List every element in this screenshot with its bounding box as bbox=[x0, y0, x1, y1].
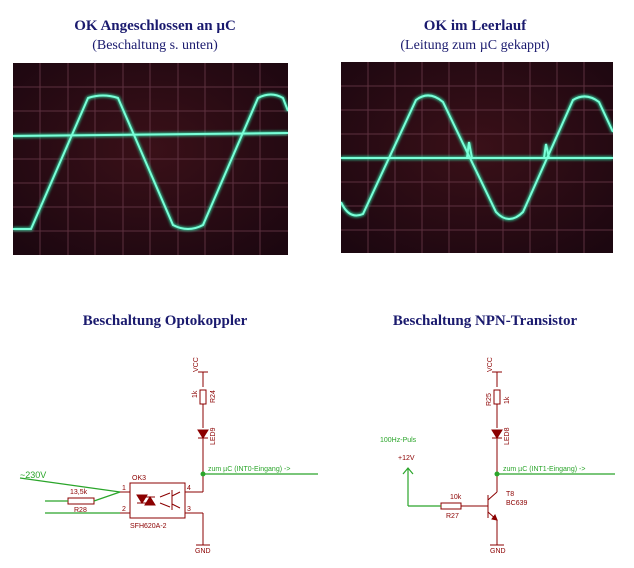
oscilloscope-left bbox=[13, 63, 288, 255]
scope-left-subtitle: (Beschaltung s. unten) bbox=[92, 38, 218, 53]
gnd-label-left: GND bbox=[195, 548, 211, 555]
scope-right-subtitle: (Leitung zum µC gekappt) bbox=[400, 38, 550, 53]
transistor-output-label: zum µC (INT1-Eingang) -> bbox=[503, 466, 585, 473]
r24-name: R24 bbox=[210, 390, 217, 403]
input-voltage-label: ~230V bbox=[20, 470, 46, 480]
scope-right-title: OK im Leerlauf bbox=[423, 18, 527, 34]
r28-value: 13,5k bbox=[70, 489, 88, 496]
pin4-label: 4 bbox=[187, 485, 191, 492]
optocoupler-output-label: zum µC (INT0-Eingang) -> bbox=[208, 466, 290, 473]
r25-value: 1k bbox=[504, 396, 511, 404]
optocoupler-circuit-title: Beschaltung Optokoppler bbox=[82, 313, 248, 329]
vcc-label-left: VCC bbox=[193, 357, 200, 372]
ok3-label: OK3 bbox=[132, 475, 146, 482]
r28-name: R28 bbox=[74, 507, 87, 514]
supply-label: +12V bbox=[398, 455, 415, 462]
optocoupler-schematic: VCC 1k R24 LED9 OK3 SFH620A-2 1 2 4 3 13… bbox=[19, 357, 318, 555]
t8-label: T8 bbox=[506, 491, 514, 498]
led8-label: LED8 bbox=[504, 427, 511, 445]
transistor-circuit-title: Beschaltung NPN-Transistor bbox=[392, 313, 578, 329]
pulse-label: 100Hz-Puls bbox=[380, 437, 417, 444]
r27-name: R27 bbox=[446, 513, 459, 520]
gnd-label-right: GND bbox=[490, 548, 506, 555]
r27-value: 10k bbox=[450, 494, 462, 501]
r24-value: 1k bbox=[192, 390, 199, 398]
oscilloscope-right bbox=[341, 62, 613, 253]
pin2-label: 2 bbox=[122, 506, 126, 513]
transistor-schematic: VCC R25 1k LED8 10k R27 T8 BC639 GND 100… bbox=[380, 357, 615, 555]
scope-left-title: OK Angeschlossen an µC bbox=[74, 18, 236, 34]
r25-name: R25 bbox=[486, 393, 493, 406]
led9-label: LED9 bbox=[210, 427, 217, 445]
bc639-label: BC639 bbox=[506, 500, 528, 507]
ok3-part: SFH620A-2 bbox=[130, 523, 167, 530]
pin1-label: 1 bbox=[122, 485, 126, 492]
vcc-label-right: VCC bbox=[487, 357, 494, 372]
pin3-label: 3 bbox=[187, 506, 191, 513]
